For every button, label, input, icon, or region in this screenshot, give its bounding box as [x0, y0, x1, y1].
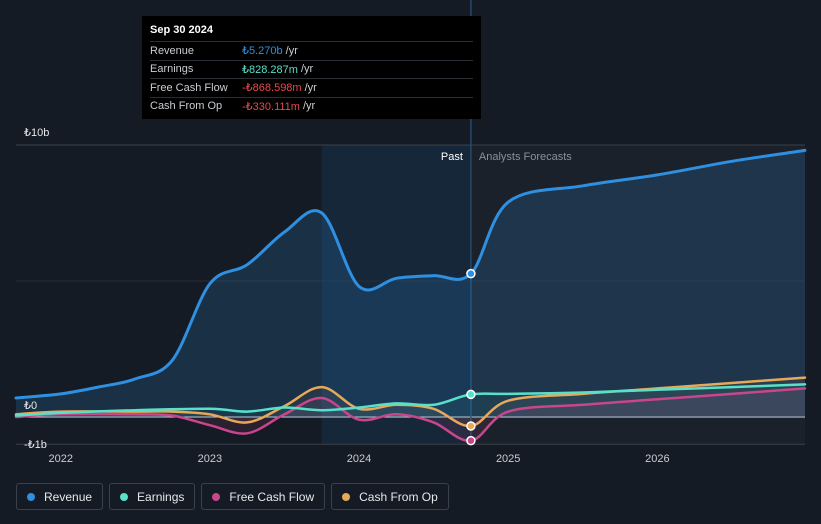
- x-tick-label: 2024: [347, 453, 371, 465]
- tooltip-unit: /yr: [285, 44, 298, 57]
- revenue-line: [14, 148, 807, 400]
- tooltip-unit: /yr: [304, 81, 317, 94]
- free-cash-flow-dot-icon: [212, 492, 221, 501]
- y-tick-label-zero: ₺0: [24, 400, 37, 412]
- revenue-dot-icon: [27, 492, 35, 501]
- free-cash-flow-line: [14, 387, 807, 442]
- tooltip-row-earnings: Earnings ₺828.287m /yr: [150, 59, 473, 79]
- x-tick-label: 2026: [645, 453, 669, 465]
- y-tick-label-bottom: -₺1b: [24, 439, 47, 451]
- highlight-band: [321, 145, 471, 445]
- x-tick-label: 2025: [496, 453, 520, 465]
- tooltip-row-free-cash-flow: Free Cash Flow -₺868.598m /yr: [150, 78, 473, 97]
- tooltip-date: Sep 30 2024: [150, 24, 213, 36]
- free-cash-flow-area: [16, 388, 805, 441]
- tooltip: Sep 30 2024 Revenue ₺5.270b /yr Earnings…: [142, 16, 481, 119]
- tooltip-value: -₺868.598m: [242, 82, 302, 95]
- earnings-marker: [466, 389, 476, 400]
- tooltip-unit: /yr: [302, 100, 316, 113]
- tooltip-value: -₺330.111m: [242, 100, 300, 113]
- tooltip-label: Cash From Op: [150, 100, 223, 113]
- earnings-dot-icon: [120, 492, 129, 501]
- legend-label: Cash From Op: [359, 489, 438, 504]
- y-tick-label-top: ₺10b: [24, 127, 49, 139]
- legend-label: Revenue: [44, 489, 93, 504]
- cash-from-op-area: [16, 377, 805, 427]
- legend-label: Earnings: [137, 489, 185, 504]
- past-label: Past: [441, 151, 463, 163]
- legend: Revenue Earnings Free Cash Flow Cash Fro…: [16, 483, 449, 510]
- tooltip-label: Earnings: [150, 63, 194, 76]
- cash-from-op-marker: [466, 421, 476, 431]
- forecast-label: Analysts Forecasts: [479, 151, 572, 163]
- tooltip-row-cash-from-op: Cash From Op -₺330.111m /yr: [150, 96, 473, 116]
- chart-markers: [466, 268, 476, 446]
- x-tick-label: 2022: [49, 453, 73, 465]
- cash-from-op-dot-icon: [342, 492, 351, 501]
- legend-item-cash-from-op[interactable]: Cash From Op: [331, 483, 449, 510]
- tooltip-value: ₺5.270b: [242, 45, 283, 58]
- tooltip-row-revenue: Revenue ₺5.270b /yr: [150, 41, 473, 60]
- revenue-area: [16, 150, 805, 417]
- legend-item-free-cash-flow[interactable]: Free Cash Flow: [201, 483, 326, 510]
- legend-item-revenue[interactable]: Revenue: [16, 483, 104, 510]
- tooltip-value: ₺828.287m: [242, 63, 298, 76]
- tooltip-label: Free Cash Flow: [150, 81, 228, 94]
- free-cash-flow-marker: [466, 435, 476, 446]
- revenue-marker: [466, 268, 476, 279]
- tooltip-unit: /yr: [300, 63, 314, 76]
- chart-lines: [14, 148, 807, 442]
- earnings-line: [14, 383, 807, 417]
- tooltip-label: Revenue: [150, 44, 195, 57]
- legend-label: Free Cash Flow: [229, 489, 315, 504]
- x-tick-label: 2023: [198, 453, 222, 465]
- legend-item-earnings[interactable]: Earnings: [109, 483, 196, 510]
